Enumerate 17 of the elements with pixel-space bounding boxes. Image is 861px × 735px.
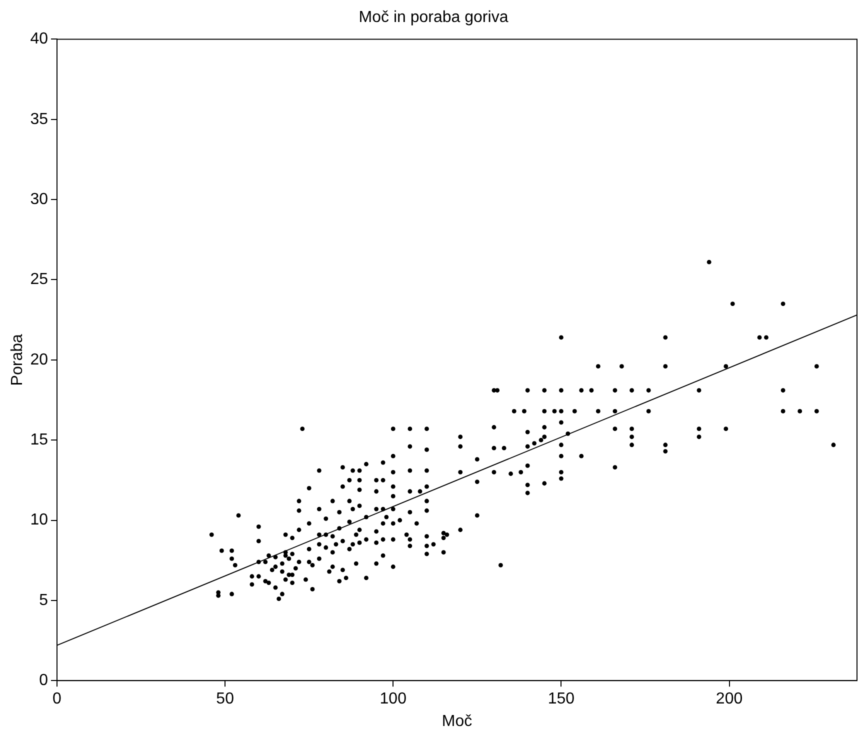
y-tick-label: 20 bbox=[30, 351, 48, 368]
y-axis-title: Poraba bbox=[9, 334, 26, 386]
x-axis-title: Moč bbox=[442, 712, 472, 730]
y-tick-label: 25 bbox=[30, 271, 48, 288]
y-tick-label: 0 bbox=[39, 672, 48, 690]
y-tick-label: 30 bbox=[30, 190, 48, 208]
x-tick-label: 150 bbox=[548, 690, 575, 708]
y-tick-label: 40 bbox=[30, 30, 48, 48]
x-tick-label: 200 bbox=[716, 690, 743, 708]
x-tick-label: 0 bbox=[52, 690, 62, 708]
y-tick-label: 5 bbox=[39, 592, 48, 609]
x-tick-label: 50 bbox=[216, 690, 234, 708]
y-tick-label: 15 bbox=[30, 431, 48, 448]
y-tick-label: 10 bbox=[30, 512, 48, 529]
y-tick-label: 35 bbox=[30, 110, 48, 128]
chart-title: Moč in poraba goriva bbox=[358, 9, 508, 26]
x-tick-label: 100 bbox=[380, 690, 407, 708]
